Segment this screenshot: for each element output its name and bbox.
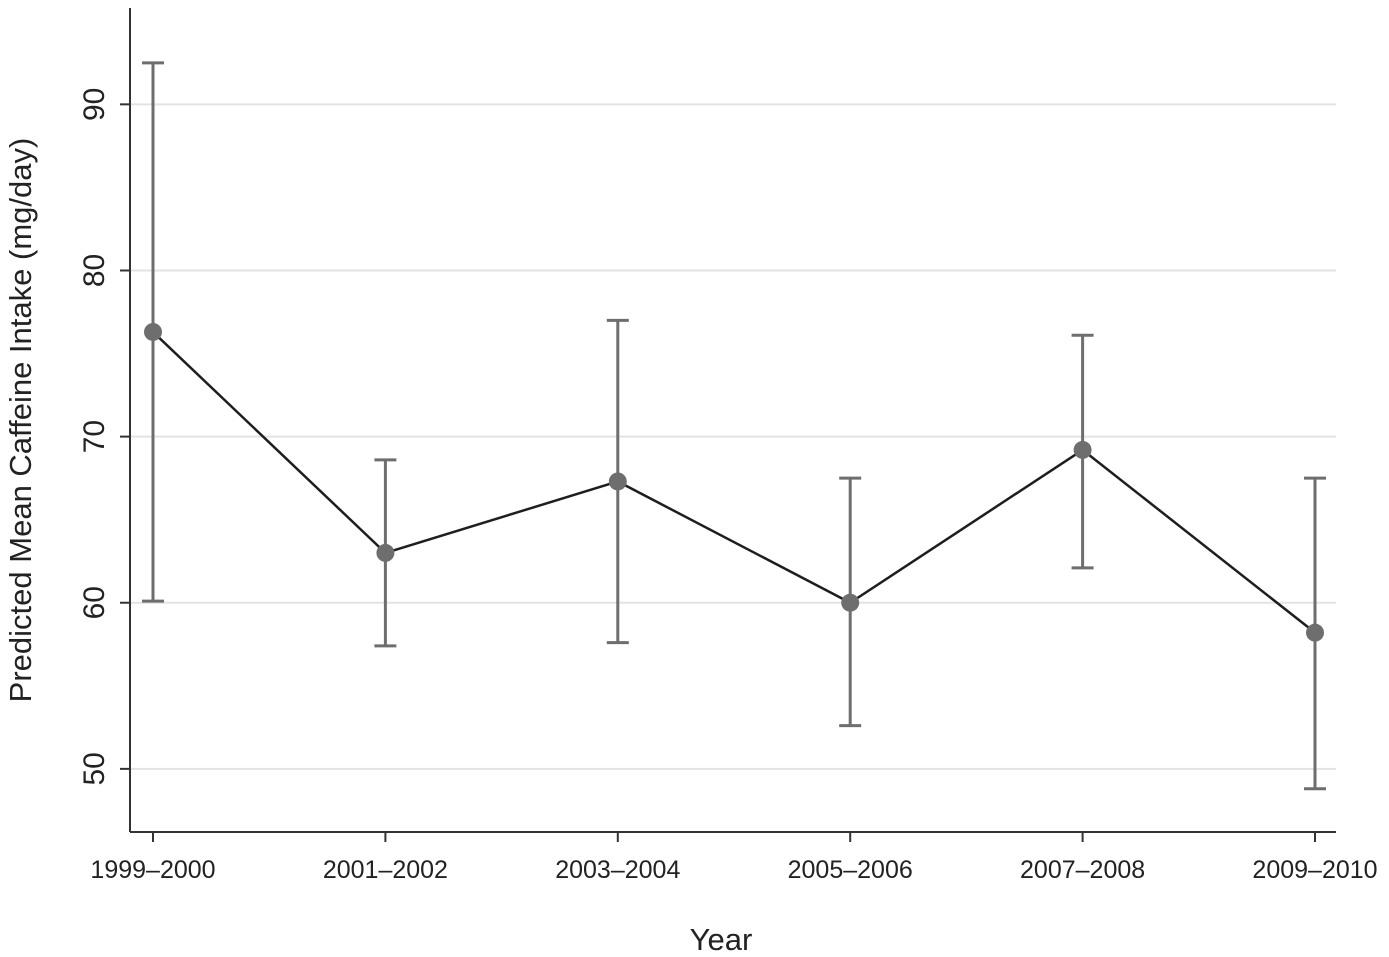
- y-tick-label-80: 80: [78, 254, 111, 287]
- data-point-0: [144, 322, 162, 341]
- x-tick-label-5: 2009–2010: [1252, 856, 1377, 884]
- axes: [129, 8, 1336, 833]
- x-axis-title: Year: [690, 922, 753, 957]
- x-tick-label-4: 2007–2008: [1020, 856, 1145, 884]
- data-point-2: [608, 472, 627, 491]
- error-bars: [142, 61, 1326, 791]
- data-point-4: [1073, 440, 1092, 459]
- x-tick-label-2: 2003–2004: [555, 856, 680, 884]
- x-tick-label-0: 1999–2000: [90, 856, 215, 884]
- data-point-3: [841, 593, 860, 612]
- x-tick-label-3: 2005–2006: [788, 856, 913, 884]
- y-tick-label-50: 50: [78, 752, 111, 785]
- data-point-1: [376, 543, 395, 562]
- y-tick-label-60: 60: [78, 586, 111, 619]
- series-line: [152, 331, 1316, 634]
- data-points: [144, 322, 1324, 642]
- ticks: 50 60 70 80 90 1999–2000 2001–2002 2003–2004 200…: [78, 88, 1378, 884]
- x-tick-label-1: 2001–2002: [323, 856, 448, 884]
- y-axis-title: Predicted Mean Caffeine Intake (mg/day): [3, 138, 38, 703]
- gridlines: [130, 103, 1336, 770]
- y-tick-label-90: 90: [78, 88, 111, 121]
- y-tick-label-70: 70: [78, 420, 111, 453]
- series-line-group: [152, 331, 1316, 634]
- data-point-5: [1306, 623, 1324, 642]
